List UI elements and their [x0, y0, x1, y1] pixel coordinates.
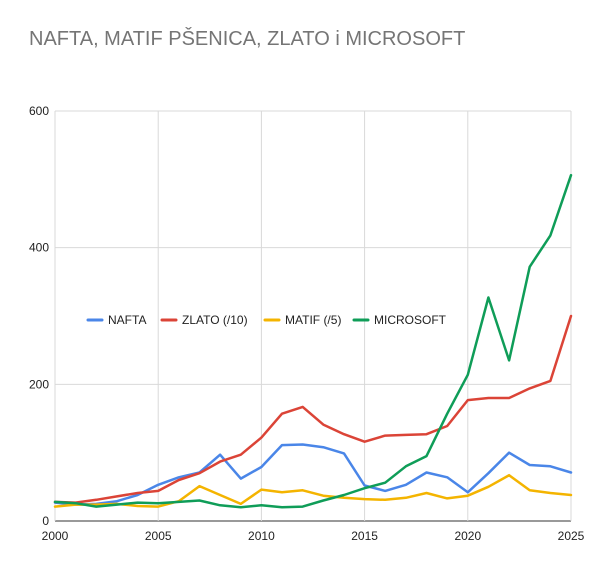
y-tick-label-400: 400	[29, 241, 49, 255]
x-tick-label-2015: 2015	[351, 529, 378, 543]
series-line-matif-5	[53, 473, 573, 508]
legend-label-nafta: NAFTA	[108, 313, 146, 327]
y-tick-label-200: 200	[29, 377, 49, 391]
x-tick-label-2025: 2025	[558, 529, 585, 543]
legend-label-zlato-10: ZLATO (/10)	[182, 313, 248, 327]
y-tick-label-600: 600	[29, 104, 49, 118]
x-tick-label-2020: 2020	[454, 529, 481, 543]
legend-label-microsoft: MICROSOFT	[374, 313, 447, 327]
series-line-zlato-10	[53, 314, 573, 504]
legend-label-matif-5: MATIF (/5)	[285, 313, 341, 327]
x-tick-label-2000: 2000	[42, 529, 69, 543]
x-tick-label-2005: 2005	[145, 529, 172, 543]
series-line-microsoft	[53, 173, 573, 509]
chart-title: NAFTA, MATIF PŠENICA, ZLATO i MICROSOFT	[29, 28, 466, 50]
x-tick-label-2010: 2010	[248, 529, 275, 543]
y-tick-label-0: 0	[42, 514, 49, 528]
series-line-nafta	[53, 443, 573, 506]
